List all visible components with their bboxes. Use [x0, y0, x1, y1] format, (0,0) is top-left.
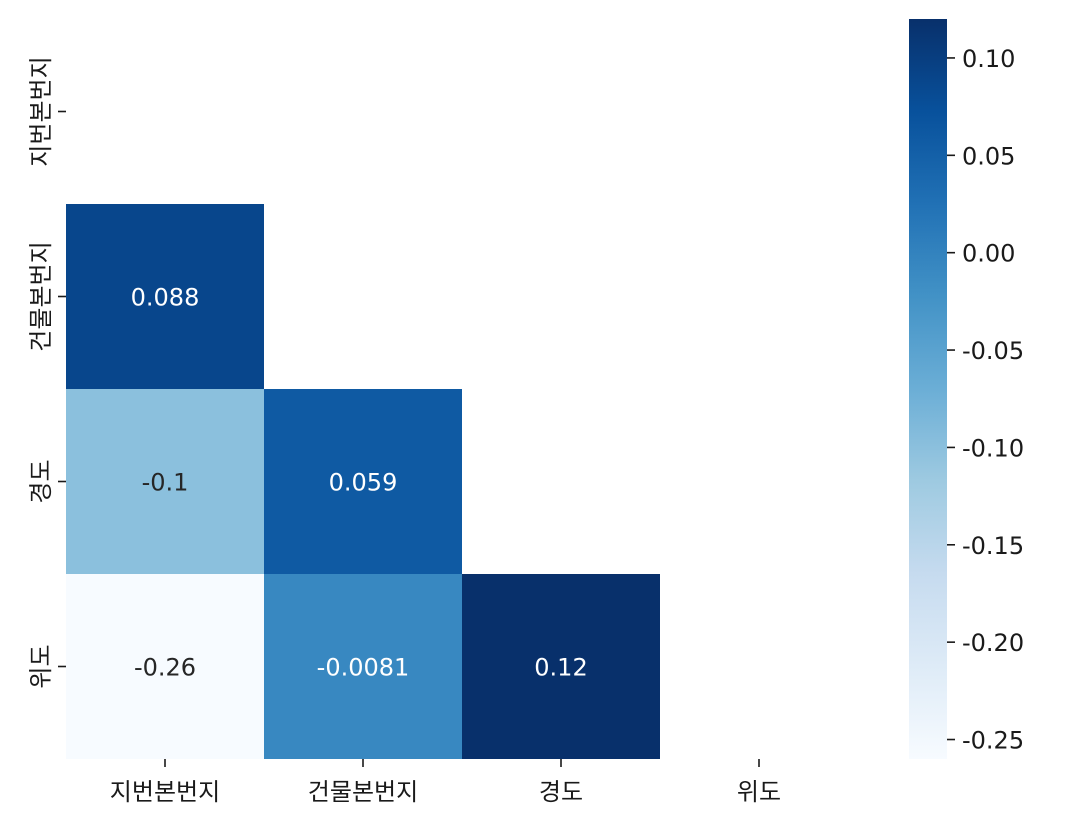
- x-tick-label: 지번본번지: [110, 778, 220, 806]
- x-axis: 지번본번지 건물본번지 경도 위도: [110, 759, 781, 806]
- cell-value-label: -0.1: [142, 469, 189, 497]
- colorbar-tick-label: -0.10: [962, 434, 1024, 462]
- heatmap-cell: [66, 574, 264, 759]
- heatmap-cell: [462, 574, 660, 759]
- colorbar: 0.10 0.05 0.00 -0.05 -0.10 -0.15 -0.20 -0.25: [909, 19, 1024, 759]
- colorbar-tick-label: 0.00: [962, 240, 1015, 268]
- heatmap-cell: [264, 389, 462, 574]
- heatmap-cell: [66, 389, 264, 574]
- cell-value-label: 0.059: [329, 469, 398, 497]
- colorbar-ticks: 0.10 0.05 0.00 -0.05 -0.10 -0.15 -0.20 -0.25: [947, 45, 1024, 755]
- x-tick-label: 경도: [539, 778, 583, 806]
- x-tick-label: 위도: [737, 778, 781, 806]
- colorbar-tick-label: -0.05: [962, 337, 1024, 365]
- colorbar-tick-label: -0.15: [962, 532, 1024, 560]
- y-tick-label: 위도: [27, 644, 55, 688]
- colorbar-tick-label: 0.05: [962, 142, 1015, 170]
- cell-value-label: -0.26: [134, 654, 196, 682]
- cell-value-label: 0.088: [131, 284, 200, 312]
- x-tick-label: 건물본번지: [308, 778, 418, 806]
- y-tick-label: 지번본번지: [27, 56, 55, 166]
- colorbar-tick-label: -0.20: [962, 629, 1024, 657]
- heatmap-cell: [66, 204, 264, 389]
- cell-value-label: 0.12: [534, 654, 587, 682]
- heatmap-cells: 0.088 -0.1 0.059 -0.26 -0.0081 0.12: [66, 204, 660, 759]
- cell-value-label: -0.0081: [317, 654, 410, 682]
- y-tick-label: 경도: [27, 459, 55, 503]
- colorbar-tick-label: -0.25: [962, 727, 1024, 755]
- colorbar-gradient: [909, 19, 947, 759]
- colorbar-tick-label: 0.10: [962, 45, 1015, 73]
- y-tick-label: 건물본번지: [27, 241, 55, 351]
- heatmap-cell: [264, 574, 462, 759]
